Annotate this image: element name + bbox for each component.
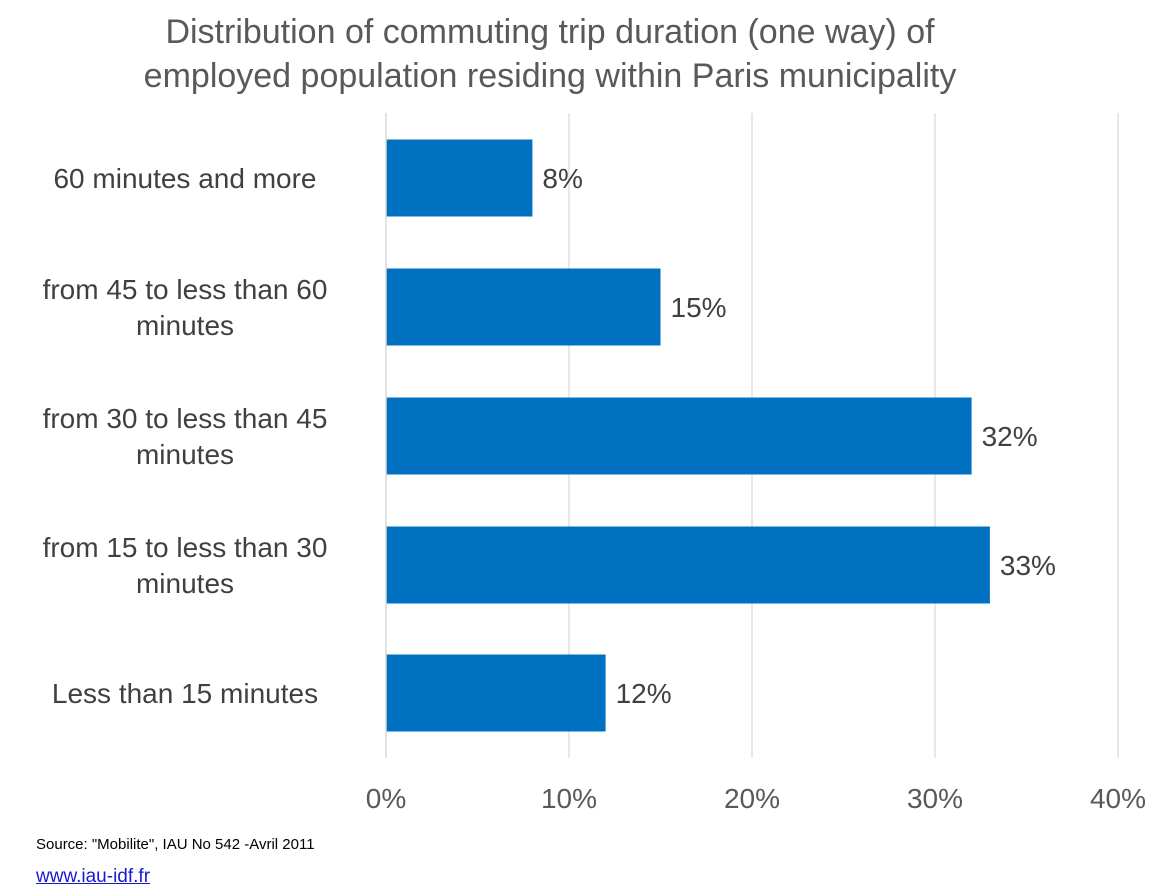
category-label: Less than 15 minutes bbox=[52, 678, 318, 709]
bar bbox=[386, 139, 533, 217]
x-tick-label: 0% bbox=[366, 783, 406, 814]
category-label: 60 minutes and more bbox=[53, 163, 316, 194]
chart-title-line-2: employed population residing within Pari… bbox=[143, 57, 957, 95]
bar bbox=[386, 268, 661, 346]
chart-title: Distribution of commuting trip duration … bbox=[0, 10, 1100, 98]
data-label: 33% bbox=[1000, 550, 1056, 581]
data-label: 8% bbox=[542, 163, 582, 194]
x-tick-label: 40% bbox=[1090, 783, 1146, 814]
bar bbox=[386, 526, 990, 604]
data-label: 32% bbox=[982, 421, 1038, 452]
category-label: minutes bbox=[136, 310, 234, 341]
source-note: Source: "Mobilite", IAU No 542 -Avril 20… bbox=[36, 836, 315, 853]
data-label: 15% bbox=[671, 292, 727, 323]
category-label: from 15 to less than 30 bbox=[43, 532, 328, 563]
x-tick-label: 20% bbox=[724, 783, 780, 814]
data-label: 12% bbox=[616, 678, 672, 709]
category-label: from 30 to less than 45 bbox=[43, 403, 328, 434]
chart-title-line-1: Distribution of commuting trip duration … bbox=[165, 13, 935, 51]
x-tick-label: 10% bbox=[541, 783, 597, 814]
category-label: from 45 to less than 60 bbox=[43, 274, 328, 305]
category-label: minutes bbox=[136, 568, 234, 599]
bar bbox=[386, 397, 972, 475]
x-tick-label: 30% bbox=[907, 783, 963, 814]
bar bbox=[386, 654, 606, 732]
category-label: minutes bbox=[136, 439, 234, 470]
bar-chart: 8% 15% 32% 33% 12% 60 minutes and more from 45… bbox=[43, 113, 1146, 814]
source-link[interactable]: www.iau-idf.fr bbox=[36, 866, 151, 887]
